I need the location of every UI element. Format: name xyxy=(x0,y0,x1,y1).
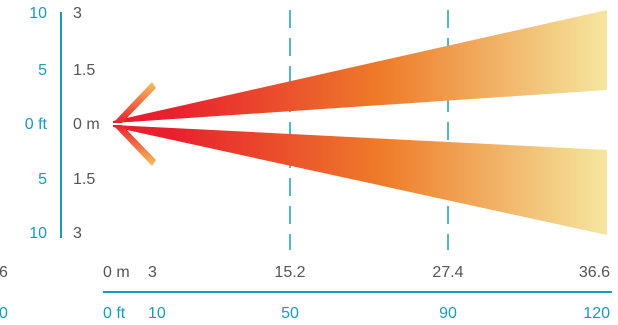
h-feet-label: 0 ft xyxy=(103,305,126,322)
v-feet-label: 10 xyxy=(29,225,47,242)
v-feet-label: 5 xyxy=(38,171,47,188)
v-meter-label: 3 xyxy=(73,225,82,242)
cutoff-meter-fragment: 6 xyxy=(0,264,8,281)
h-meter-label: 3 xyxy=(148,264,157,281)
h-meter-label: 15.2 xyxy=(274,264,305,281)
v-meter-label: 0 m xyxy=(73,116,100,133)
h-meter-label: 27.4 xyxy=(432,264,463,281)
beam-upper xyxy=(113,10,607,123)
h-feet-label: 10 xyxy=(148,305,166,322)
h-feet-label: 120 xyxy=(583,305,610,322)
v-meter-label: 1.5 xyxy=(73,171,95,188)
v-feet-label: 10 xyxy=(29,5,47,22)
cutoff-feet-fragment: 0 xyxy=(0,305,8,322)
v-feet-label: 5 xyxy=(38,62,47,79)
h-feet-label: 50 xyxy=(281,305,299,322)
beam-lower xyxy=(113,125,607,235)
h-meter-label: 36.6 xyxy=(579,264,610,281)
h-meter-label: 0 m xyxy=(103,264,130,281)
sensor-arrow-top xyxy=(113,82,156,123)
v-meter-label: 3 xyxy=(73,5,82,22)
v-meter-label: 1.5 xyxy=(73,62,95,79)
h-feet-label: 90 xyxy=(439,305,457,322)
sensor-arrow-bottom xyxy=(113,125,156,166)
v-feet-label: 0 ft xyxy=(25,116,48,133)
